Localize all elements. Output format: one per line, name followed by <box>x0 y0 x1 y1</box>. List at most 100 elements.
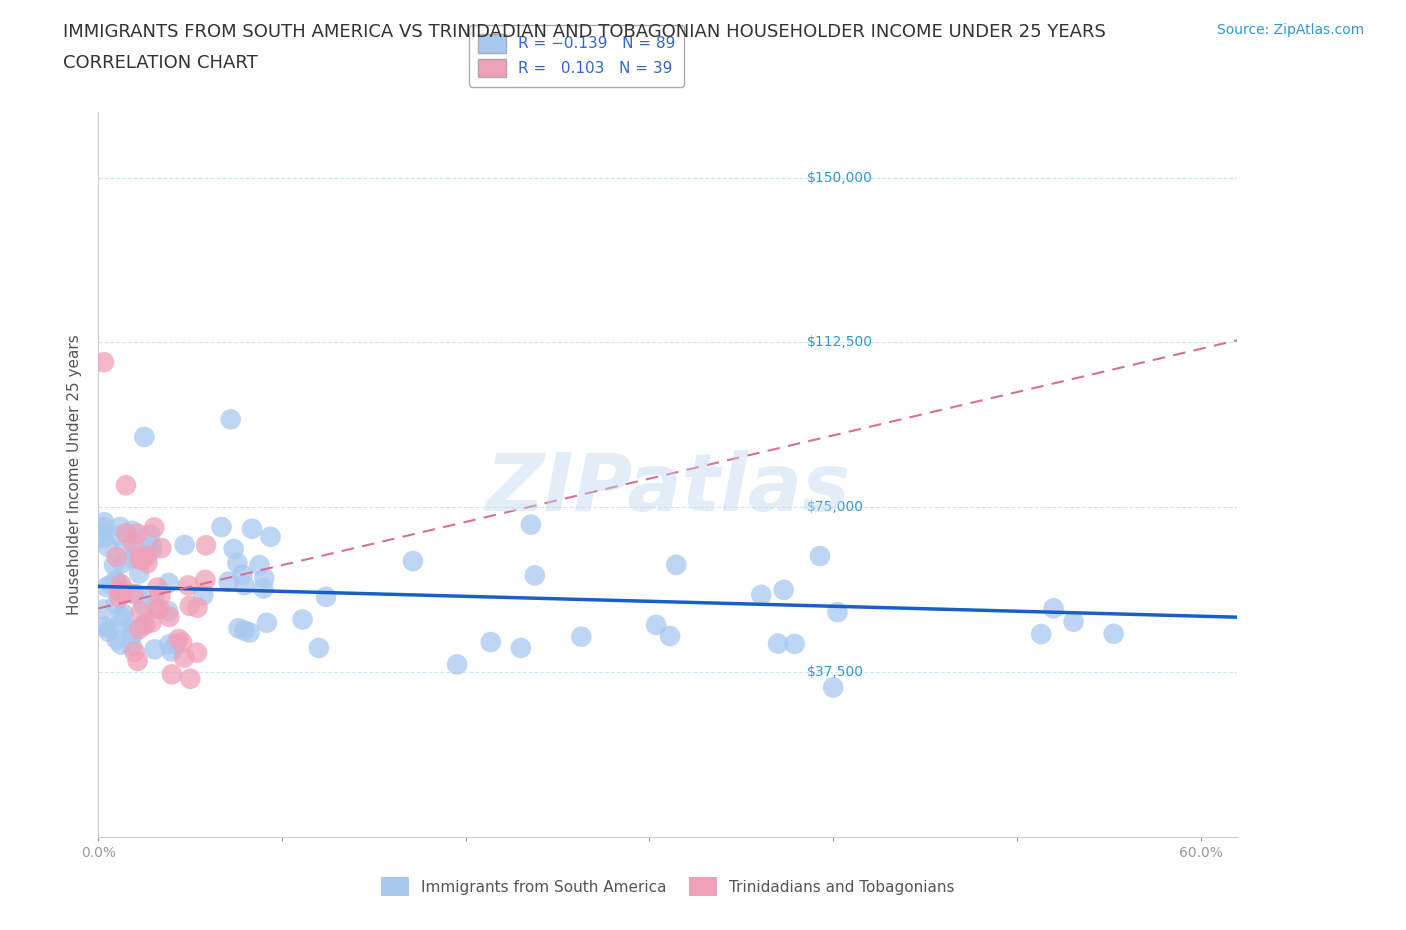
Point <box>104 596 127 611</box>
Point <box>111 556 134 571</box>
Point <box>108 591 131 605</box>
Point <box>520 517 543 532</box>
Point <box>569 630 592 644</box>
Point <box>232 567 254 582</box>
Point <box>114 541 136 556</box>
Point <box>121 551 143 566</box>
Point <box>121 639 143 654</box>
Point <box>233 578 256 592</box>
Point <box>749 588 772 603</box>
Point <box>105 576 128 591</box>
Point <box>97 539 120 554</box>
Point <box>291 612 314 627</box>
Point <box>104 573 127 588</box>
Point <box>115 478 138 493</box>
Point <box>157 637 180 652</box>
Point <box>173 538 195 552</box>
Point <box>479 634 502 649</box>
Point <box>219 412 242 427</box>
Point <box>1102 626 1125 641</box>
Text: ZIPatlas: ZIPatlas <box>485 450 851 528</box>
Point <box>129 604 152 619</box>
Point <box>127 526 149 541</box>
Point <box>193 588 215 603</box>
Point <box>148 602 170 617</box>
Point <box>172 635 194 650</box>
Point <box>96 579 118 594</box>
Point <box>177 578 200 592</box>
Point <box>118 620 141 635</box>
Point <box>1063 614 1085 629</box>
Point <box>159 609 181 624</box>
Point <box>766 636 789 651</box>
Point <box>146 580 169 595</box>
Point <box>134 618 156 632</box>
Point <box>121 622 143 637</box>
Text: Source: ZipAtlas.com: Source: ZipAtlas.com <box>1216 23 1364 37</box>
Point <box>125 587 148 602</box>
Point <box>149 588 172 603</box>
Text: IMMIGRANTS FROM SOUTH AMERICA VS TRINIDADIAN AND TOBAGONIAN HOUSEHOLDER INCOME U: IMMIGRANTS FROM SOUTH AMERICA VS TRINIDA… <box>63 23 1107 41</box>
Point <box>91 602 114 617</box>
Point <box>446 657 468 671</box>
Point <box>256 616 278 631</box>
Point <box>134 430 156 445</box>
Point <box>115 525 138 540</box>
Point <box>93 520 115 535</box>
Text: $112,500: $112,500 <box>807 336 873 350</box>
Point <box>110 609 132 624</box>
Y-axis label: Householder Income Under 25 years: Householder Income Under 25 years <box>67 334 83 615</box>
Point <box>186 600 208 615</box>
Point <box>157 604 180 618</box>
Point <box>217 574 239 589</box>
Point <box>240 521 263 536</box>
Point <box>93 531 115 546</box>
Point <box>110 637 132 652</box>
Point <box>121 524 143 538</box>
Point <box>143 642 166 657</box>
Point <box>808 549 831 564</box>
Point <box>136 556 159 571</box>
Point <box>143 520 166 535</box>
Point <box>402 553 425 568</box>
Point <box>131 552 153 567</box>
Point <box>128 551 150 566</box>
Point <box>167 631 190 646</box>
Point <box>146 602 169 617</box>
Point <box>110 577 132 591</box>
Point <box>308 641 330 656</box>
Point <box>108 520 131 535</box>
Point <box>239 625 262 640</box>
Point <box>823 680 845 695</box>
Point <box>103 557 125 572</box>
Point <box>160 644 183 658</box>
Point <box>97 624 120 639</box>
Point <box>226 555 249 570</box>
Point <box>827 604 849 619</box>
Point <box>100 578 122 592</box>
Point <box>211 520 233 535</box>
Point <box>160 667 183 682</box>
Point <box>157 576 180 591</box>
Point <box>125 544 148 559</box>
Point <box>259 529 281 544</box>
Point <box>143 588 166 603</box>
Point <box>195 538 218 552</box>
Point <box>134 617 156 631</box>
Point <box>772 582 794 597</box>
Point <box>107 575 129 590</box>
Point <box>98 620 121 635</box>
Point <box>783 636 806 651</box>
Point <box>141 615 163 630</box>
Point <box>105 632 128 647</box>
Point <box>128 622 150 637</box>
Point <box>1029 627 1052 642</box>
Point <box>249 558 271 573</box>
Point <box>1042 601 1064 616</box>
Text: $37,500: $37,500 <box>807 665 863 679</box>
Point <box>665 557 688 572</box>
Text: CORRELATION CHART: CORRELATION CHART <box>63 54 259 72</box>
Point <box>91 525 114 539</box>
Point <box>150 540 173 555</box>
Point <box>136 548 159 563</box>
